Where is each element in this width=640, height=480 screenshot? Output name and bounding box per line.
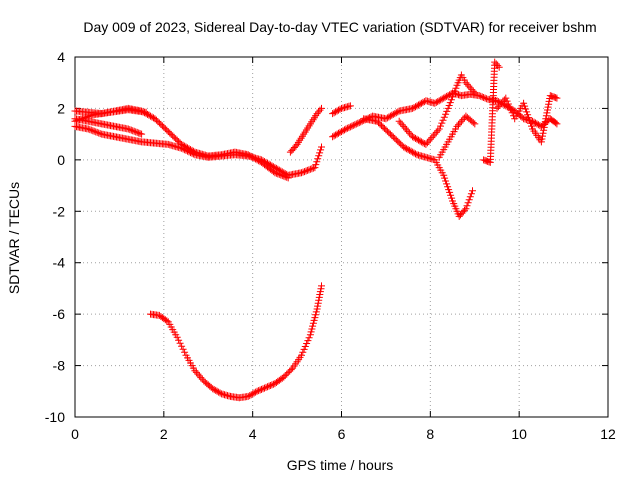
series-markers [329,102,354,118]
y-tick-label: -6 [53,306,66,322]
series-track-4 [71,106,150,125]
series-track-7 [329,102,354,118]
y-tick-label: 0 [57,152,65,168]
y-tick-label: 2 [57,100,65,116]
x-tick-label: 6 [338,426,346,442]
ticks [74,56,609,418]
series-markers [71,122,325,179]
series-track-13 [493,92,561,146]
y-axis-label: SDTVAR / TECUs [6,182,22,294]
series-track-5 [286,104,325,156]
series-markers [493,92,561,146]
y-tick-label: -8 [53,358,66,374]
y-tick-label: 4 [57,49,65,65]
series-markers [71,106,150,125]
x-tick-label: 0 [71,426,79,442]
series-track-11 [435,112,479,161]
series-markers [286,104,325,156]
tick-labels: 0 2 4 6 8 10 12 -10 -8 -6 -4 -2 0 2 4 [45,49,616,442]
x-tick-label: 2 [160,426,168,442]
series-track-10 [395,71,479,148]
series-track-6 [147,282,325,402]
series-markers [480,58,503,166]
series-track-8 [329,89,561,141]
x-tick-label: 12 [600,426,616,442]
y-tick-label: -4 [53,255,66,271]
x-tick-label: 10 [511,426,527,442]
series-layer [71,58,561,402]
series-track-9 [360,115,476,220]
series-track-2 [71,122,325,179]
series-markers [360,115,476,220]
x-axis-label: GPS time / hours [287,457,394,473]
x-tick-label: 8 [426,426,434,442]
series-markers [395,71,479,148]
y-tick-label: -2 [53,203,66,219]
x-tick-label: 4 [249,426,257,442]
series-markers [435,112,479,161]
series-markers [147,282,325,402]
chart-title: Day 009 of 2023, Sidereal Day-to-day VTE… [83,19,596,35]
series-markers [329,89,561,141]
y-tick-label: -10 [45,409,65,425]
series-track-12 [480,58,503,166]
